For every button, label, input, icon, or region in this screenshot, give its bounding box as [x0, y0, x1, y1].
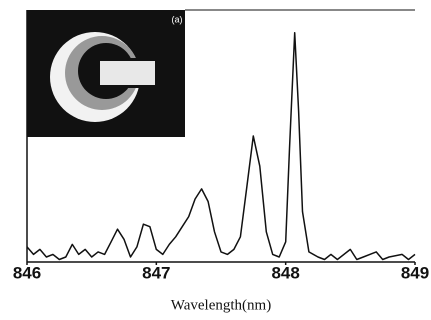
x-tick-label: 847: [142, 263, 170, 282]
inset-label: (a): [172, 14, 183, 24]
x-axis-label: Wavelength(nm): [171, 297, 271, 313]
tongue: [100, 61, 155, 85]
inset-image: (a): [27, 10, 185, 137]
x-tick-label: 848: [271, 263, 299, 282]
page: {"chart_data": {"type": "line", "x_label…: [0, 0, 431, 320]
x-tick-label: 846: [13, 263, 41, 282]
x-tick-label: 849: [401, 263, 429, 282]
chart: (a) Wavelength(nm) 846 847 848 849: [0, 0, 431, 320]
